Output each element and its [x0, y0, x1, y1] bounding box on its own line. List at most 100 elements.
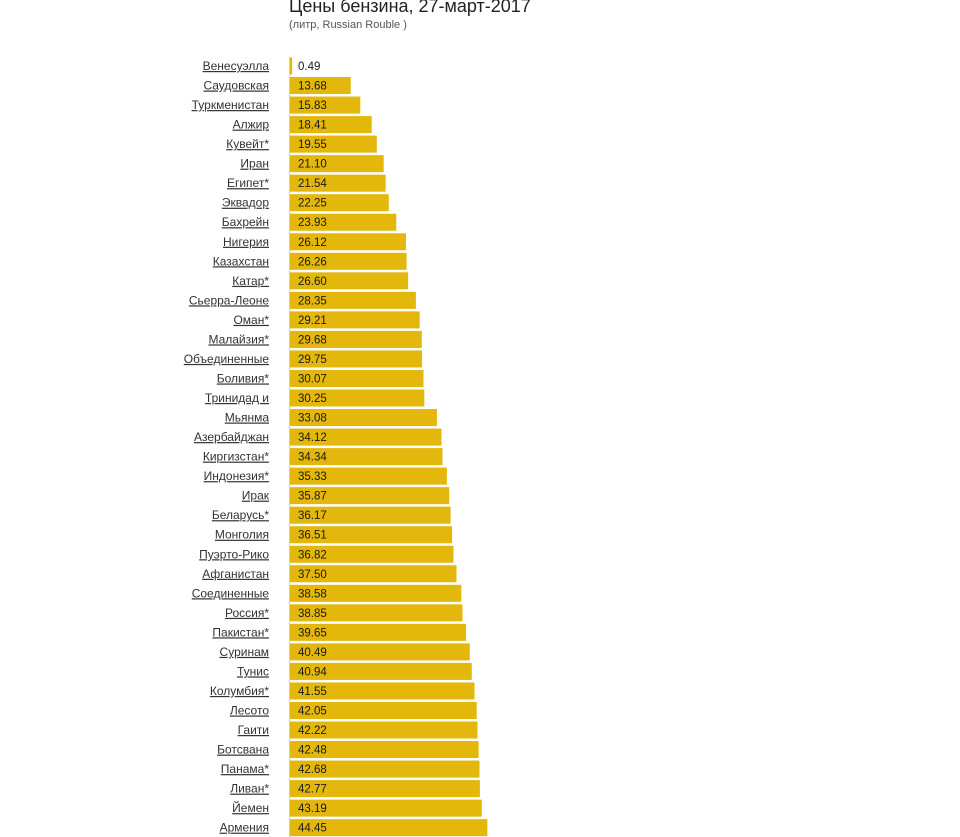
value-label: 35.87	[298, 491, 327, 503]
value-label: 13.68	[298, 81, 327, 93]
category-label[interactable]: Иран	[240, 157, 269, 171]
bar	[290, 96, 361, 114]
bar	[290, 57, 293, 75]
value-label: 30.07	[298, 373, 327, 385]
value-label: 34.12	[298, 432, 327, 444]
bar	[290, 643, 470, 661]
category-label[interactable]: Кувейт*	[226, 137, 269, 151]
category-label[interactable]: Нигерия	[223, 235, 269, 249]
category-label[interactable]: Лесото	[230, 703, 269, 717]
bar	[290, 721, 478, 739]
bar	[290, 506, 451, 524]
bar	[290, 467, 447, 485]
value-label: 23.93	[298, 217, 327, 229]
bar	[290, 350, 423, 368]
bar	[290, 780, 480, 798]
category-label[interactable]: Тринидад и	[205, 391, 269, 405]
value-label: 40.49	[298, 647, 327, 659]
value-label: 44.45	[298, 823, 327, 835]
bar	[290, 409, 437, 427]
bar	[290, 799, 482, 817]
bar	[290, 135, 377, 153]
value-label: 28.35	[298, 295, 327, 307]
value-label: 38.85	[298, 608, 327, 620]
bar	[290, 604, 463, 622]
category-label[interactable]: Катар*	[232, 274, 269, 288]
category-label[interactable]: Афганистан	[202, 567, 269, 581]
category-label[interactable]: Эквадор	[222, 196, 269, 210]
category-label[interactable]: Йемен	[232, 800, 269, 815]
category-label[interactable]: Колумбия*	[210, 684, 269, 698]
category-label[interactable]: Ливан*	[230, 782, 269, 796]
category-label[interactable]: Пакистан*	[212, 625, 269, 639]
value-label: 38.58	[298, 588, 327, 600]
bar	[290, 819, 488, 837]
category-label[interactable]: Объединенные	[184, 352, 270, 366]
category-label[interactable]: Саудовская	[203, 79, 269, 93]
bars-group: Венесуэлла 0.49 Саудовская 13.68 Туркмениста…	[184, 57, 488, 837]
category-label[interactable]: Тунис	[237, 664, 269, 678]
category-label[interactable]: Казахстан	[213, 254, 269, 268]
bar	[290, 487, 450, 505]
value-label: 42.48	[298, 745, 327, 757]
category-label[interactable]: Венесуэлла	[203, 59, 270, 73]
bar	[290, 369, 424, 387]
category-label[interactable]: Гаити	[238, 723, 269, 737]
category-label[interactable]: Беларусь*	[212, 508, 269, 522]
value-label: 19.55	[298, 139, 327, 151]
category-label[interactable]: Россия*	[225, 606, 269, 620]
category-label[interactable]: Сьерра-Леоне	[189, 293, 269, 307]
category-label[interactable]: Алжир	[233, 118, 270, 132]
value-label: 21.54	[298, 178, 327, 190]
category-label[interactable]: Армения	[220, 821, 269, 835]
bar	[290, 526, 453, 544]
value-label: 21.10	[298, 159, 327, 171]
bar	[290, 448, 443, 466]
category-label[interactable]: Малайзия*	[208, 332, 269, 346]
category-label[interactable]: Соединенные	[192, 586, 270, 600]
bar	[290, 116, 372, 134]
value-label: 36.51	[298, 530, 327, 542]
bar	[290, 233, 406, 251]
value-label: 36.82	[298, 549, 327, 561]
value-label: 33.08	[298, 413, 327, 425]
bar	[290, 389, 425, 407]
category-label[interactable]: Киргизстан*	[203, 450, 269, 464]
value-label: 26.26	[298, 256, 327, 268]
value-label: 34.34	[298, 452, 327, 464]
category-label[interactable]: Суринам	[220, 645, 269, 659]
category-label[interactable]: Мьянма	[225, 411, 270, 425]
category-label[interactable]: Ирак	[242, 489, 270, 503]
bar	[290, 194, 389, 212]
value-label: 29.75	[298, 354, 327, 366]
bar	[290, 662, 472, 680]
value-label: 18.41	[298, 120, 327, 132]
category-label[interactable]: Монголия	[215, 528, 269, 542]
category-label[interactable]: Оман*	[233, 313, 269, 327]
category-label[interactable]: Египет*	[227, 176, 269, 190]
value-label: 39.65	[298, 627, 327, 639]
bar	[290, 330, 422, 348]
value-label: 36.17	[298, 510, 327, 522]
category-label[interactable]: Ботсвана	[217, 743, 269, 757]
bar	[290, 741, 479, 759]
category-label[interactable]: Туркменистан	[192, 98, 269, 112]
value-label: 15.83	[298, 100, 327, 112]
bar	[290, 545, 454, 563]
value-label: 22.25	[298, 198, 327, 210]
value-label: 42.05	[298, 705, 327, 717]
category-label[interactable]: Пуэрто-Рико	[199, 547, 269, 561]
value-label: 0.49	[298, 61, 320, 73]
bar	[290, 760, 480, 778]
category-label[interactable]: Азербайджан	[194, 430, 269, 444]
bar	[290, 565, 457, 583]
bar	[290, 174, 386, 192]
category-label[interactable]: Индонезия*	[204, 469, 270, 483]
bar	[290, 311, 420, 329]
category-label[interactable]: Боливия*	[217, 371, 270, 385]
value-label: 35.33	[298, 471, 327, 483]
value-label: 41.55	[298, 686, 327, 698]
category-label[interactable]: Панама*	[221, 762, 270, 776]
value-label: 26.12	[298, 237, 327, 249]
category-label[interactable]: Бахрейн	[222, 215, 269, 229]
